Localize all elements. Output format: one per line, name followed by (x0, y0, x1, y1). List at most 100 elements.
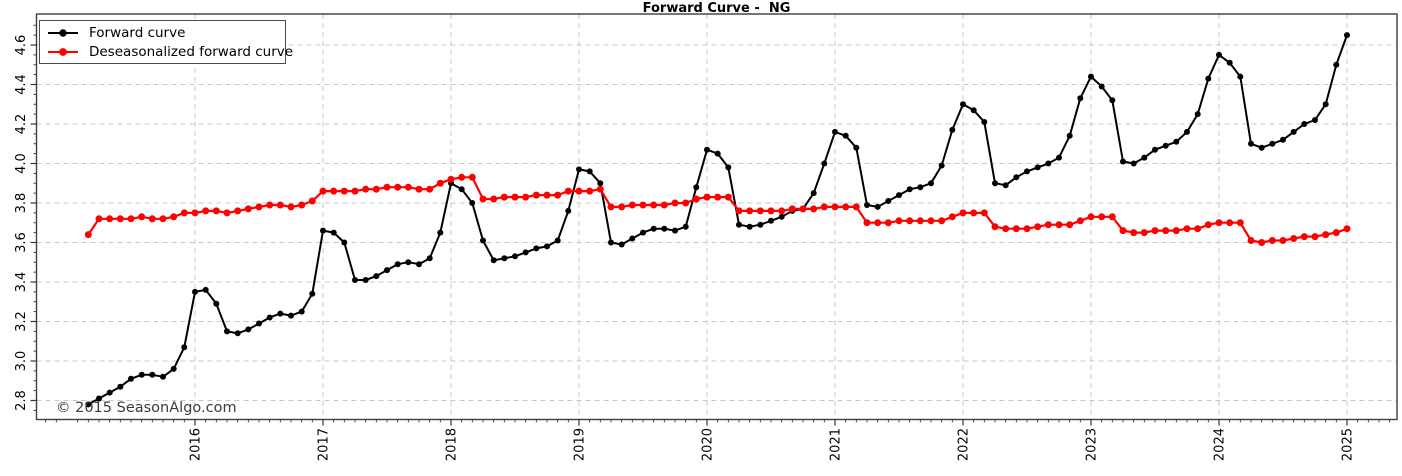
x-tick-label: 2024 (1213, 428, 1228, 461)
deseasonalized-curve-point (660, 201, 668, 209)
deseasonalized-curve-point (522, 193, 530, 201)
deseasonalized-curve-point (938, 217, 946, 225)
forward-curve-point (885, 198, 892, 204)
y-tick-label: 4.2 (14, 114, 29, 135)
forward-curve-point (992, 180, 998, 187)
forward-curve-point (1013, 174, 1020, 181)
forward-curve-point (1216, 51, 1222, 58)
forward-curve-point (1162, 142, 1169, 149)
deseasonalized-curve-point (1204, 221, 1212, 229)
legend-label-deseasonalized-curve: Deseasonalized forward curve (89, 43, 294, 60)
forward-curve-point (757, 221, 764, 228)
deseasonalized-curve-point (84, 231, 92, 239)
y-tick-label: 3.4 (14, 272, 29, 293)
deseasonalized-curve-point (212, 207, 220, 215)
deseasonalized-curve-point (767, 207, 775, 215)
deseasonalized-curve-point (1055, 221, 1063, 229)
deseasonalized-curve-point (831, 203, 839, 211)
forward-curve-point (341, 239, 348, 246)
x-tick-label: 2016 (189, 428, 204, 461)
deseasonalized-curve-point (223, 209, 231, 217)
forward-curve-point (1226, 59, 1233, 66)
deseasonalized-curve-point (927, 217, 935, 225)
forward-curve-point (373, 273, 380, 280)
forward-curve-point (1205, 75, 1212, 82)
forward-curve-point (245, 326, 252, 333)
deseasonalized-curve-point (895, 217, 903, 225)
forward-curve-point (949, 126, 956, 133)
forward-curve-point (917, 184, 924, 191)
deseasonalized-curve-point (863, 219, 871, 227)
x-tick-label: 2025 (1341, 428, 1356, 461)
deseasonalized-curve-point (607, 203, 615, 211)
deseasonalized-curve-point (1311, 233, 1319, 241)
deseasonalized-curve-point (319, 187, 327, 195)
forward-curve-point (1077, 95, 1084, 102)
forward-curve-point (981, 119, 988, 125)
forward-curve-point (213, 300, 220, 307)
deseasonalized-curve-point (1236, 219, 1244, 227)
forward-curve-point (1301, 121, 1308, 127)
forward-curve-point (309, 290, 316, 297)
forward-curve-point (1109, 97, 1116, 104)
deseasonalized-curve-point (1322, 231, 1330, 239)
deseasonalized-curve-point (458, 173, 466, 181)
deseasonalized-curve-point (884, 219, 892, 227)
forward-curve-point (1066, 132, 1073, 139)
deseasonalized-curve-point (1290, 235, 1298, 242)
deseasonalized-curve-point (820, 203, 828, 211)
forward-curve-point (256, 320, 262, 327)
deseasonalized-curve-point (1130, 229, 1138, 237)
forward-curve-point (490, 257, 497, 264)
forward-curve-point (650, 225, 657, 232)
forward-curve-point (170, 365, 177, 372)
deseasonalized-curve-point (287, 203, 295, 211)
deseasonalized-curve-point (500, 193, 508, 201)
deseasonalized-curve-point (276, 201, 284, 209)
forward-curve-point (1141, 154, 1148, 161)
deseasonalized-curve-point (404, 183, 412, 191)
plot-frame (35, 13, 1398, 421)
deseasonalized-curve-point (810, 205, 818, 213)
forward-curve-point (864, 202, 870, 208)
deseasonalized-curve-point (650, 201, 658, 209)
deseasonalized-curve-point (1087, 213, 1095, 221)
forward-curve-point (810, 190, 817, 197)
forward-curve-point (832, 128, 838, 135)
deseasonalized-curve-point (191, 209, 199, 217)
x-tick-label: 2022 (957, 428, 972, 461)
deseasonalized-curve-point (1012, 225, 1020, 233)
forward-curve-point (330, 229, 337, 236)
deseasonalized-curve-point (1247, 237, 1255, 244)
forward-curve-marker-icon (48, 28, 78, 37)
deseasonalized-curve-point (980, 209, 988, 217)
forward-curve-point (576, 166, 582, 173)
deseasonalized-curve-point (362, 185, 370, 193)
forward-curve-point (970, 107, 977, 114)
forward-curve-point (704, 146, 710, 153)
forward-curve-point (298, 308, 305, 315)
deseasonalized-curve-point (1076, 217, 1084, 225)
deseasonalized-curve-point (1268, 237, 1276, 244)
forward-curve-point (1034, 164, 1041, 171)
deseasonalized-curve-point (436, 179, 444, 187)
deseasonalized-curve-point (244, 205, 252, 213)
forward-curve-point (362, 277, 369, 283)
y-tick-label: 4.6 (14, 35, 29, 56)
forward-curve-point (234, 330, 241, 337)
deseasonalized-curve-point (682, 199, 690, 207)
y-tick-label: 2.8 (14, 390, 29, 411)
deseasonalized-curve-point (1226, 219, 1234, 227)
forward-curve-point (1344, 32, 1350, 39)
y-tick-label: 3.0 (14, 351, 29, 372)
forward-curve-point (544, 243, 550, 250)
deseasonalized-curve-point (95, 215, 103, 223)
forward-curve-point (1173, 138, 1180, 145)
forward-curve-point (1002, 182, 1009, 189)
forward-curve-point (554, 237, 561, 244)
deseasonalized-curve-point (266, 201, 274, 209)
deseasonalized-curve-point (351, 187, 359, 195)
y-tick-label: 4.0 (14, 153, 29, 174)
deseasonalized-curve-point (394, 183, 402, 191)
forward-curve-point (597, 180, 604, 187)
